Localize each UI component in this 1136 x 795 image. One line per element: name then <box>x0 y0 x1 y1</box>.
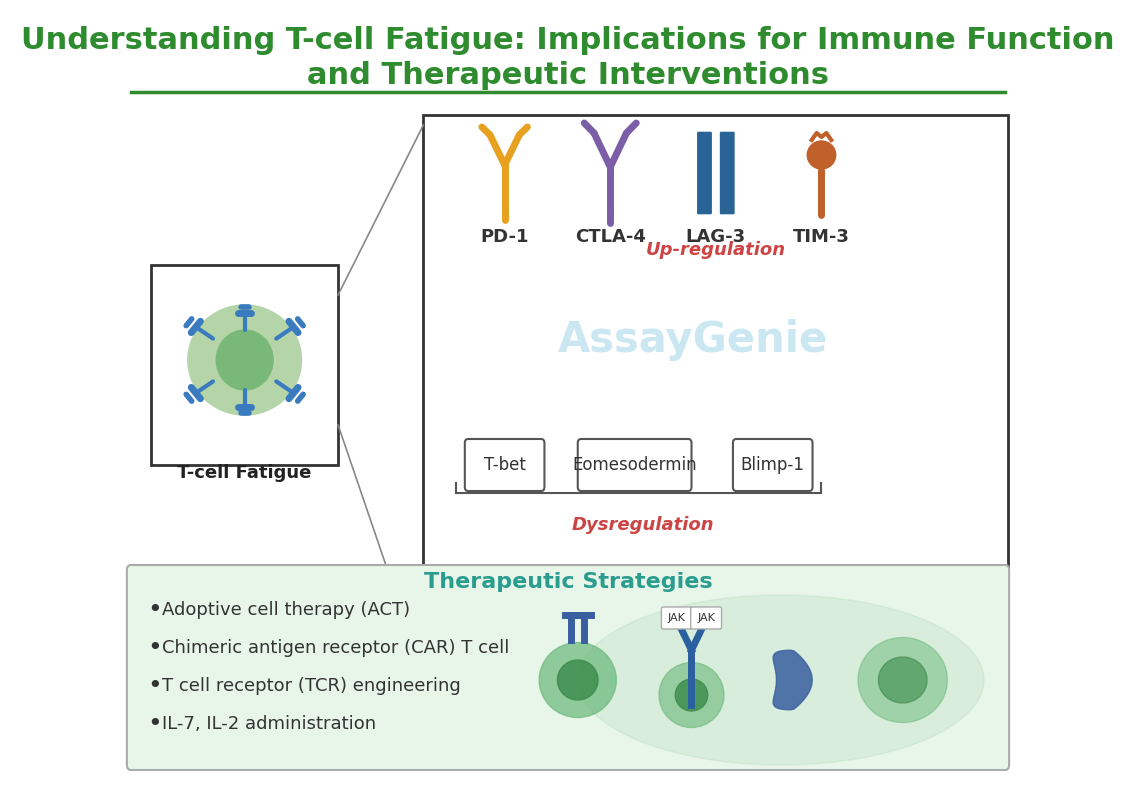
Text: JAK: JAK <box>668 613 686 623</box>
Text: LAG-3: LAG-3 <box>686 228 746 246</box>
Text: IL-7, IL-2 administration: IL-7, IL-2 administration <box>161 715 376 733</box>
Text: and Therapeutic Interventions: and Therapeutic Interventions <box>307 60 829 90</box>
Ellipse shape <box>858 638 947 723</box>
Ellipse shape <box>808 141 836 169</box>
Text: T cell receptor (TCR) engineering: T cell receptor (TCR) engineering <box>161 677 460 695</box>
FancyBboxPatch shape <box>696 131 712 215</box>
Text: Therapeutic Strategies: Therapeutic Strategies <box>424 572 712 592</box>
Text: •: • <box>148 598 162 622</box>
Text: •: • <box>148 636 162 660</box>
Text: Chimeric antigen receptor (CAR) T cell: Chimeric antigen receptor (CAR) T cell <box>161 639 509 657</box>
FancyBboxPatch shape <box>733 439 812 491</box>
Text: JAK: JAK <box>698 613 715 623</box>
Text: Eomesodermin: Eomesodermin <box>573 456 696 474</box>
Ellipse shape <box>578 595 984 765</box>
Ellipse shape <box>558 660 598 700</box>
Text: •: • <box>148 674 162 698</box>
Text: TIM-3: TIM-3 <box>793 228 850 246</box>
FancyBboxPatch shape <box>578 439 692 491</box>
Text: Blimp-1: Blimp-1 <box>741 456 804 474</box>
Polygon shape <box>774 650 812 710</box>
Text: Understanding T-cell Fatigue: Implications for Immune Function: Understanding T-cell Fatigue: Implicatio… <box>22 25 1114 55</box>
Ellipse shape <box>659 662 724 727</box>
FancyBboxPatch shape <box>661 607 692 629</box>
Ellipse shape <box>540 642 617 718</box>
Text: •: • <box>148 712 162 736</box>
FancyBboxPatch shape <box>465 439 544 491</box>
FancyBboxPatch shape <box>719 131 735 215</box>
FancyBboxPatch shape <box>151 265 339 465</box>
Ellipse shape <box>216 330 273 390</box>
Text: T-bet: T-bet <box>484 456 526 474</box>
Text: CTLA-4: CTLA-4 <box>575 228 645 246</box>
Text: Adoptive cell therapy (ACT): Adoptive cell therapy (ACT) <box>161 601 410 619</box>
Text: PD-1: PD-1 <box>481 228 529 246</box>
Text: AssayGenie: AssayGenie <box>558 319 828 361</box>
Text: T-cell Fatigue: T-cell Fatigue <box>177 464 312 482</box>
Ellipse shape <box>878 657 927 703</box>
FancyBboxPatch shape <box>127 565 1009 770</box>
Ellipse shape <box>675 679 708 711</box>
Ellipse shape <box>187 305 301 415</box>
FancyBboxPatch shape <box>691 607 721 629</box>
Text: Up-regulation: Up-regulation <box>645 241 786 259</box>
Text: Dysregulation: Dysregulation <box>571 516 715 534</box>
FancyBboxPatch shape <box>424 115 1009 675</box>
